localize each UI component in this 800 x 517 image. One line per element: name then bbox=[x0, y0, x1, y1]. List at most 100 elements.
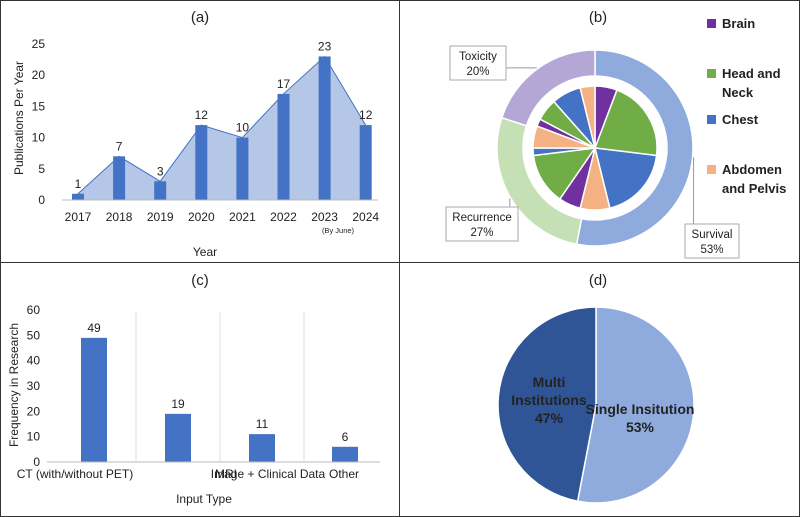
publications-bar bbox=[195, 125, 208, 200]
input-type-x-label: Input Type bbox=[176, 492, 232, 506]
publications-x-tick: 2018 bbox=[106, 210, 133, 224]
publications-y-tick: 5 bbox=[38, 162, 45, 176]
input-type-data-label: 11 bbox=[256, 417, 269, 431]
publications-bar bbox=[359, 125, 372, 200]
publications-data-label: 3 bbox=[157, 164, 164, 178]
outcome-outer-ring bbox=[496, 49, 694, 247]
callout-box bbox=[445, 206, 519, 242]
institution-slices bbox=[497, 306, 695, 504]
input-type-y-tick: 50 bbox=[27, 328, 41, 342]
multi-institution-label: Multi Institutions bbox=[511, 374, 587, 408]
legend-swatch bbox=[707, 165, 716, 174]
input-type-x-tick: CT (with/without PET) bbox=[17, 467, 133, 481]
publications-bar bbox=[277, 93, 290, 200]
publications-x-tick: 2021 bbox=[229, 210, 256, 224]
publications-bar bbox=[154, 181, 167, 200]
input-type-bars bbox=[81, 337, 358, 462]
input-type-bar bbox=[165, 413, 191, 462]
input-type-y-tick: 20 bbox=[27, 404, 41, 418]
inner-slice bbox=[579, 85, 596, 149]
input-type-y-tick: 40 bbox=[27, 354, 41, 368]
publications-bars bbox=[72, 56, 372, 201]
publications-x-tick: 2023 bbox=[311, 210, 338, 224]
outer-slice-survival bbox=[575, 49, 694, 247]
input-type-bar bbox=[332, 446, 358, 462]
panel-c-title: (c) bbox=[191, 272, 209, 289]
input-type-x-tick: MRI bbox=[215, 467, 237, 481]
callout-box bbox=[449, 45, 507, 81]
publications-y-ticks: 0 5 10 15 20 25 bbox=[32, 37, 46, 207]
publications-x-tick: 2022 bbox=[270, 210, 297, 224]
publications-bar bbox=[318, 56, 331, 201]
publications-data-label: 17 bbox=[277, 77, 291, 91]
input-type-y-tick: 10 bbox=[27, 430, 41, 444]
publications-y-tick: 20 bbox=[32, 68, 46, 82]
panel-b-title: (b) bbox=[589, 9, 607, 26]
input-type-x-tick: Other bbox=[329, 467, 359, 481]
publications-x-label: Year bbox=[193, 245, 217, 259]
publications-x-tick: 2020 bbox=[188, 210, 215, 224]
publications-data-label: 10 bbox=[236, 121, 250, 135]
legend-swatch bbox=[707, 69, 716, 78]
publications-data-label: 12 bbox=[195, 108, 209, 122]
callout-label: Toxicity bbox=[459, 51, 497, 63]
callout-percent: 27% bbox=[470, 227, 493, 239]
callout-box bbox=[684, 223, 740, 259]
input-type-y-ticks: 0 10 20 30 40 50 60 bbox=[27, 303, 41, 469]
single-institution-label: Single Insitution bbox=[586, 401, 695, 417]
publications-data-label: 12 bbox=[359, 108, 373, 122]
institution-slice bbox=[497, 306, 597, 503]
callout-label: Survival bbox=[692, 229, 733, 241]
panel-a-title: (a) bbox=[191, 9, 209, 26]
input-type-bar bbox=[249, 434, 275, 462]
input-type-y-tick: 0 bbox=[33, 455, 40, 469]
publications-y-tick: 10 bbox=[32, 131, 46, 145]
x-tick-note: (By June) bbox=[322, 226, 355, 235]
site-inner-pie bbox=[532, 85, 658, 211]
site-legend: Brain Head and Neck Chest Abdomen and Pelvis bbox=[707, 16, 786, 196]
callout-percent: 53% bbox=[700, 244, 723, 256]
publications-x-ticks: 2017 2018 2019 2020 2021 2022 2023 2024 bbox=[65, 210, 380, 224]
outer-slice-toxicity bbox=[500, 49, 596, 127]
inner-slice bbox=[594, 147, 658, 210]
outcome-donut-chart: Survival 53% Recurrence 27% Toxicity 20% Brai… bbox=[445, 16, 786, 259]
callout-percent: 20% bbox=[466, 66, 489, 78]
callout-label: Recurrence bbox=[452, 212, 511, 224]
publications-x-tick: 2019 bbox=[147, 210, 174, 224]
publications-y-tick: 15 bbox=[32, 99, 46, 113]
publications-bar bbox=[236, 137, 249, 200]
input-type-y-label: Frequency in Research bbox=[7, 323, 21, 447]
publications-data-label: 23 bbox=[318, 39, 332, 53]
input-type-bar bbox=[81, 337, 107, 462]
institution-slice bbox=[576, 306, 695, 504]
input-type-data-label: 49 bbox=[87, 321, 101, 335]
publications-y-label: Publications Per Year bbox=[12, 61, 26, 175]
legend-label-brain: Brain bbox=[722, 16, 755, 31]
input-type-data-labels: 49 19 11 6 bbox=[87, 321, 348, 444]
legend-swatch bbox=[707, 115, 716, 124]
legend-swatch bbox=[707, 19, 716, 28]
institution-pie-chart: Single Insitution 53% Multi Institutions 47% bbox=[497, 306, 695, 504]
publications-x-tick: 2017 bbox=[65, 210, 92, 224]
single-institution-percent: 53% bbox=[626, 419, 655, 435]
outcome-callouts: Survival 53% Recurrence 27% Toxicity 20% bbox=[445, 45, 740, 259]
publications-data-label: 7 bbox=[116, 139, 123, 153]
publications-data-label: 1 bbox=[75, 177, 82, 191]
input-type-data-label: 19 bbox=[171, 397, 185, 411]
input-type-y-tick: 30 bbox=[27, 379, 41, 393]
institution-labels: Single Insitution 53% Multi Institutions 47% bbox=[511, 374, 694, 435]
panel-d-title: (d) bbox=[589, 272, 607, 289]
input-type-data-label: 6 bbox=[342, 430, 349, 444]
publications-y-tick: 25 bbox=[32, 37, 46, 51]
legend-label-chest: Chest bbox=[722, 112, 759, 127]
publications-y-tick: 0 bbox=[38, 193, 45, 207]
category-separators bbox=[135, 312, 305, 462]
input-type-x-tick: Image + Clinical Data bbox=[211, 467, 326, 481]
legend-label-head-and-neck: Head and Neck bbox=[722, 66, 781, 100]
publications-bar bbox=[72, 193, 84, 200]
publications-bar bbox=[113, 156, 126, 200]
